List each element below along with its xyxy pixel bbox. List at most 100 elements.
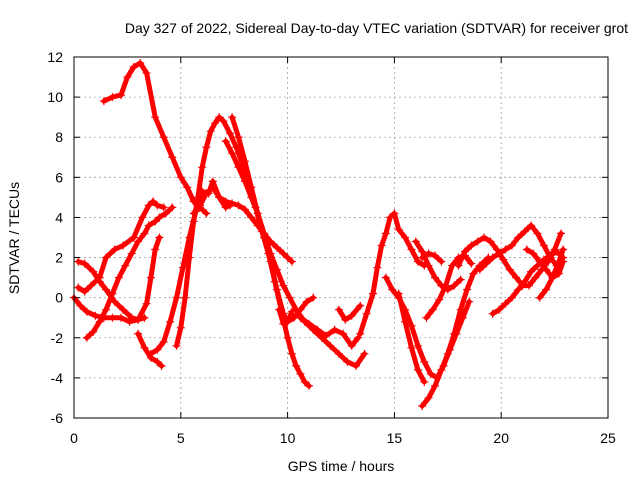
data-point xyxy=(153,201,162,210)
data-point xyxy=(161,209,170,218)
data-point xyxy=(488,253,497,262)
data-point xyxy=(116,313,125,322)
data-point xyxy=(159,203,168,212)
data-point xyxy=(559,245,568,254)
data-point xyxy=(89,327,98,336)
y-tick-label: 8 xyxy=(55,129,63,145)
series-arc-3 xyxy=(70,233,164,326)
data-point xyxy=(334,349,343,358)
data-point xyxy=(108,289,117,298)
data-point xyxy=(166,317,175,326)
data-point xyxy=(102,305,111,314)
series-arc-5 xyxy=(82,203,177,342)
data-point xyxy=(151,113,160,122)
data-point xyxy=(413,257,422,266)
series-arc-12 xyxy=(275,305,296,328)
data-point xyxy=(168,153,177,162)
data-point xyxy=(548,273,557,282)
data-point xyxy=(535,257,544,266)
series-arc-13 xyxy=(296,313,363,350)
data-point xyxy=(221,197,230,206)
data-point xyxy=(369,289,378,298)
data-point xyxy=(499,255,508,264)
series-line xyxy=(229,114,316,325)
data-point xyxy=(520,277,529,286)
data-point xyxy=(304,319,313,328)
data-point xyxy=(418,401,427,410)
data-point xyxy=(469,269,478,278)
data-point xyxy=(480,233,489,242)
data-point xyxy=(189,217,198,226)
data-point xyxy=(386,213,395,222)
data-point xyxy=(146,349,155,358)
data-point xyxy=(422,313,431,322)
data-point xyxy=(501,245,510,254)
data-point xyxy=(129,63,138,72)
series-arc-17 xyxy=(394,289,429,386)
data-point xyxy=(356,329,365,338)
data-point xyxy=(413,365,422,374)
data-point xyxy=(266,237,275,246)
data-point xyxy=(91,311,100,320)
data-point xyxy=(80,259,89,268)
data-point xyxy=(557,229,566,238)
data-point xyxy=(514,233,523,242)
data-point xyxy=(426,369,435,378)
data-point xyxy=(253,209,262,218)
data-point xyxy=(123,73,132,82)
data-point xyxy=(279,319,288,328)
data-point xyxy=(428,305,437,314)
data-point xyxy=(304,381,313,390)
data-point xyxy=(253,221,262,230)
data-point xyxy=(240,205,249,214)
data-point xyxy=(482,259,491,268)
data-point xyxy=(181,293,190,302)
data-point xyxy=(424,393,433,402)
data-point xyxy=(168,203,177,212)
data-point xyxy=(285,293,294,302)
data-point xyxy=(411,237,420,246)
tick-labels: 0 5 10 15 20 25 -6 -4 -2 0 2 4 6 8 10 12 xyxy=(47,49,616,446)
data-point xyxy=(272,285,281,294)
data-point xyxy=(157,361,166,370)
data-point xyxy=(381,273,390,282)
data-point xyxy=(418,253,427,262)
data-point xyxy=(394,225,403,234)
data-point xyxy=(341,315,350,324)
data-point xyxy=(95,317,104,326)
data-point xyxy=(206,127,215,136)
data-point xyxy=(189,209,198,218)
data-point xyxy=(296,305,305,314)
data-point xyxy=(424,249,433,258)
data-point xyxy=(159,133,168,142)
data-point xyxy=(87,281,96,290)
data-point xyxy=(275,305,284,314)
data-point xyxy=(151,217,160,226)
data-point xyxy=(465,297,474,306)
data-point xyxy=(456,305,465,314)
data-point xyxy=(322,331,331,340)
data-point xyxy=(407,321,416,330)
data-point xyxy=(102,285,111,294)
data-point xyxy=(343,357,352,366)
data-point xyxy=(552,247,561,256)
data-point xyxy=(149,197,158,206)
data-point xyxy=(390,209,399,218)
data-point xyxy=(413,341,422,350)
data-point xyxy=(142,69,151,78)
data-point xyxy=(443,349,452,358)
data-point xyxy=(495,249,504,258)
data-point xyxy=(140,229,149,238)
series-arc-18 xyxy=(418,253,493,410)
data-point xyxy=(356,301,365,310)
data-point xyxy=(533,229,542,238)
data-point xyxy=(381,229,390,238)
data-point xyxy=(108,93,117,102)
data-point xyxy=(74,257,83,266)
data-point xyxy=(89,267,98,276)
data-point xyxy=(266,257,275,266)
data-point xyxy=(514,285,523,294)
series-arc-11 xyxy=(189,183,296,266)
